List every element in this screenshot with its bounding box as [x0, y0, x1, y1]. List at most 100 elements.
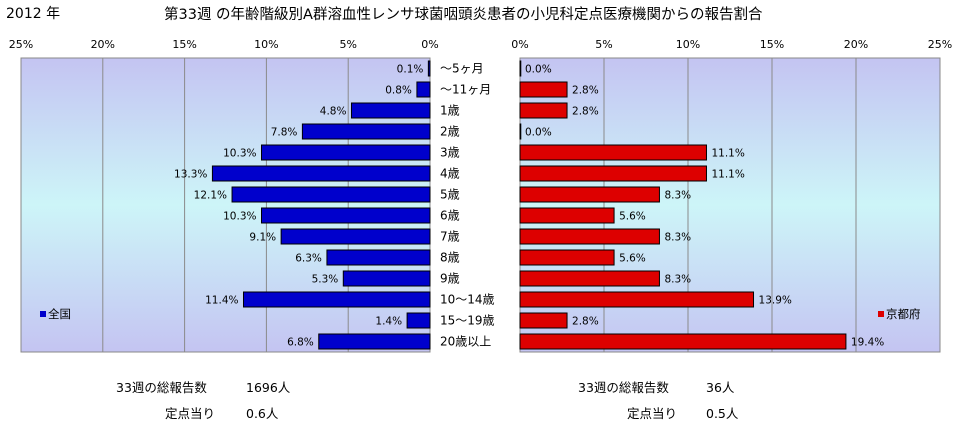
value-label-national: 5.3% [312, 274, 339, 286]
bar-national [301, 123, 431, 140]
value-label-national: 10.3% [223, 211, 256, 223]
bar-kyoto [519, 81, 568, 98]
bar-national [342, 270, 431, 287]
legends: 全国 京都府 [40, 307, 921, 321]
year-label: 2012 年 [6, 6, 61, 22]
bar-kyoto [519, 102, 568, 119]
bar-national [231, 186, 431, 203]
bar-kyoto [519, 165, 707, 182]
value-label-national: 13.3% [174, 169, 207, 181]
bar-national [318, 333, 431, 350]
bar-national [260, 207, 431, 224]
value-label-kyoto: 13.9% [759, 295, 792, 307]
value-label-kyoto: 0.0% [525, 127, 552, 139]
value-label-kyoto: 8.3% [664, 232, 691, 244]
value-label-kyoto: 2.8% [572, 106, 599, 118]
x-tick-label: 25% [9, 38, 33, 51]
x-tick-label: 20% [844, 38, 868, 51]
x-tick-label: 25% [928, 38, 952, 51]
legend-swatch-kyoto [878, 311, 884, 317]
kyoto-total-label: 33週の総報告数 [578, 380, 669, 395]
bar-national [326, 249, 431, 266]
value-label-national: 12.1% [194, 190, 227, 202]
bar-national [416, 81, 431, 98]
bar-kyoto [519, 144, 707, 161]
value-label-kyoto: 8.3% [664, 274, 691, 286]
bar-kyoto [519, 60, 522, 77]
chart-title: 第33週 の年齢階級別A群溶血性レンサ球菌咽頭炎患者の小児科定点医療機関からの報… [164, 7, 763, 23]
category-label: 3歳 [440, 146, 460, 160]
bar-national [427, 60, 431, 77]
value-label-kyoto: 8.3% [664, 190, 691, 202]
kyoto-total-value: 36人 [706, 380, 735, 395]
x-tick-label: 10% [676, 38, 700, 51]
bar-kyoto [519, 312, 568, 329]
category-label: 9歳 [440, 272, 460, 286]
value-label-national: 4.8% [320, 106, 347, 118]
left-plot-area [20, 57, 431, 353]
category-label: 20歳以上 [440, 335, 491, 349]
bar-kyoto [519, 270, 660, 287]
value-label-national: 6.3% [295, 253, 322, 265]
national-per-value: 0.6人 [246, 406, 279, 421]
value-label-kyoto: 0.0% [525, 64, 552, 76]
value-label-national: 6.8% [287, 337, 314, 349]
value-label-kyoto: 11.1% [711, 169, 744, 181]
x-tick-label: 15% [760, 38, 784, 51]
bar-kyoto [519, 186, 660, 203]
bar-national [350, 102, 431, 119]
value-label-kyoto: 2.8% [572, 85, 599, 97]
category-label: 10～14歳 [440, 293, 495, 307]
value-label-national: 1.4% [375, 316, 402, 328]
x-tick-label: 20% [91, 38, 115, 51]
x-tick-label: 10% [254, 38, 278, 51]
bar-national [280, 228, 431, 245]
bar-kyoto [519, 249, 615, 266]
axis-ticks: 0% 0% 5% 5% 10% 10% 15% 15% 20% 20% 25% 25% [9, 38, 952, 51]
category-label: 4歳 [440, 167, 460, 181]
category-labels: ～5ヶ月 ～11ヶ月 1歳 2歳 3歳 4歳 5歳 6歳 7歳 8歳 9歳 10～14歳 15～19歳 2… [440, 62, 495, 349]
value-label-national: 7.8% [271, 127, 298, 139]
bar-national [260, 144, 431, 161]
x-tick-label: 5% [339, 38, 356, 51]
category-label: 2歳 [440, 125, 460, 139]
bar-kyoto [519, 291, 755, 308]
national-total-value: 1696人 [246, 380, 291, 395]
category-label: ～5ヶ月 [440, 62, 484, 76]
category-label: 8歳 [440, 251, 460, 265]
value-label-kyoto: 11.1% [711, 148, 744, 160]
bar-kyoto [519, 333, 847, 350]
legend-label-national: 全国 [48, 307, 71, 321]
bar-kyoto [519, 207, 615, 224]
legend-swatch-national [40, 311, 46, 317]
kyoto-per-label: 定点当り [627, 406, 678, 421]
kyoto-per-value: 0.5人 [706, 406, 739, 421]
value-label-national: 11.4% [205, 295, 238, 307]
bar-kyoto [519, 123, 522, 140]
value-labels: 0.1% 0.0% 0.8% 2.8% 4.8% 2.8% 7.8% 0.0% 10.3% 11.… [174, 64, 884, 349]
category-label: ～11ヶ月 [440, 83, 491, 97]
legend-label-kyoto: 京都府 [886, 307, 921, 321]
category-label: 1歳 [440, 104, 460, 118]
value-label-national: 9.1% [249, 232, 276, 244]
value-label-kyoto: 19.4% [851, 337, 884, 349]
category-label: 7歳 [440, 230, 460, 244]
value-label-national: 0.8% [385, 85, 412, 97]
x-tick-label: 15% [172, 38, 196, 51]
category-label: 15～19歳 [440, 314, 495, 328]
value-label-kyoto: 5.6% [619, 253, 646, 265]
value-label-kyoto: 2.8% [572, 316, 599, 328]
bar-kyoto [519, 228, 660, 245]
right-plot-area [519, 57, 941, 353]
value-label-national: 10.3% [223, 148, 256, 160]
category-label: 5歳 [440, 188, 460, 202]
bar-national [211, 165, 431, 182]
bar-national [406, 312, 431, 329]
national-total-label: 33週の総報告数 [116, 380, 207, 395]
bar-series [211, 60, 847, 350]
x-tick-label: 5% [595, 38, 612, 51]
bar-national [242, 291, 431, 308]
category-label: 6歳 [440, 209, 460, 223]
x-tick-label: 0% [421, 38, 438, 51]
